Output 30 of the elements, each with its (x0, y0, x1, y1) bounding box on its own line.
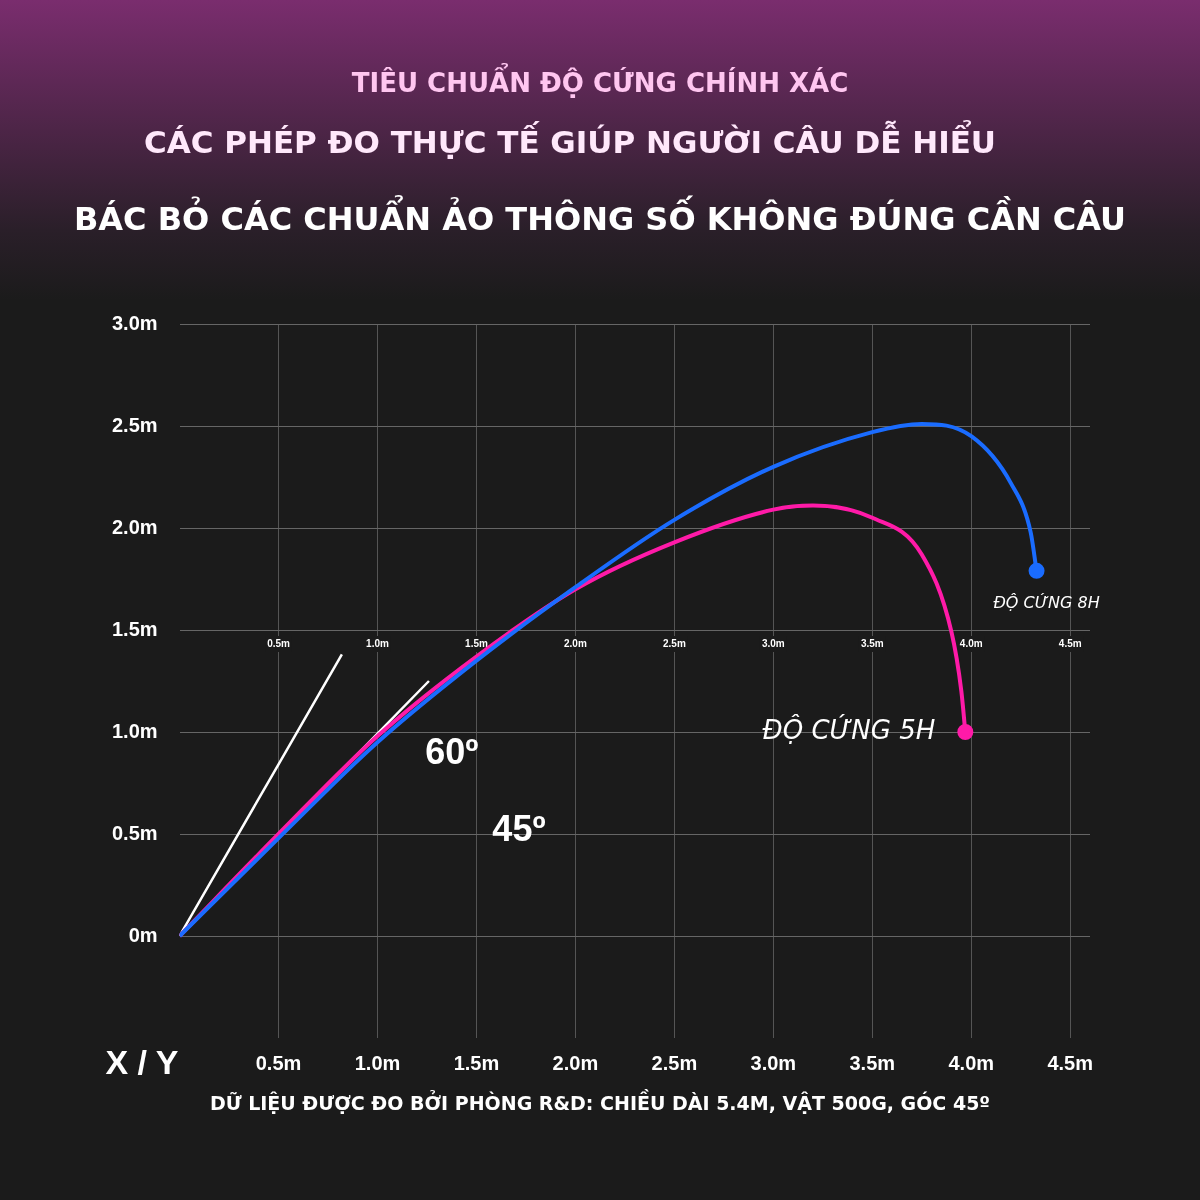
x2-tick-label: 4.0m (959, 637, 983, 649)
x-axis-title: X / Y (105, 1043, 179, 1082)
x-tick-label: 3.0m (750, 1051, 797, 1074)
annotation: 60º (425, 731, 479, 773)
x-tick-label: 4.0m (948, 1051, 995, 1074)
x2-tick-label: 2.5m (662, 637, 686, 649)
y-tick-label: 1.5m (111, 617, 158, 640)
x-tick-label: 1.5m (453, 1051, 500, 1074)
x-tick-label: 2.5m (651, 1051, 698, 1074)
y-tick-label: 0m (128, 923, 158, 946)
y-tick-label: 0.5m (111, 821, 158, 844)
x2-tick-label: 3.0m (761, 637, 785, 649)
x-tick-label: 2.0m (552, 1051, 599, 1074)
series-label: ĐỘ CỨNG 8H (993, 593, 1100, 612)
x2-tick-label: 2.0m (564, 637, 587, 649)
y-tick-label: 3.0m (111, 311, 158, 334)
x-tick-label: 1.0m (354, 1051, 401, 1074)
x-tick-label: 4.5m (1047, 1051, 1094, 1074)
x2-tick-label: 0.5m (267, 637, 291, 649)
x-tick-label: 0.5m (255, 1051, 302, 1074)
y-tick-label: 2.5m (111, 413, 158, 436)
annotation: 45º (492, 807, 546, 849)
x2-tick-label: 1.5m (465, 637, 488, 649)
x2-tick-label: 4.5m (1058, 637, 1082, 649)
x2-tick-label: 1.0m (366, 637, 389, 649)
y-tick-label: 2.0m (111, 515, 158, 538)
x2-tick-label: 3.5m (860, 637, 884, 649)
x-tick-label: 3.5m (849, 1051, 896, 1074)
series-label: ĐỘ CỨNG 5H (762, 713, 936, 745)
y-tick-label: 1.0m (111, 719, 158, 742)
